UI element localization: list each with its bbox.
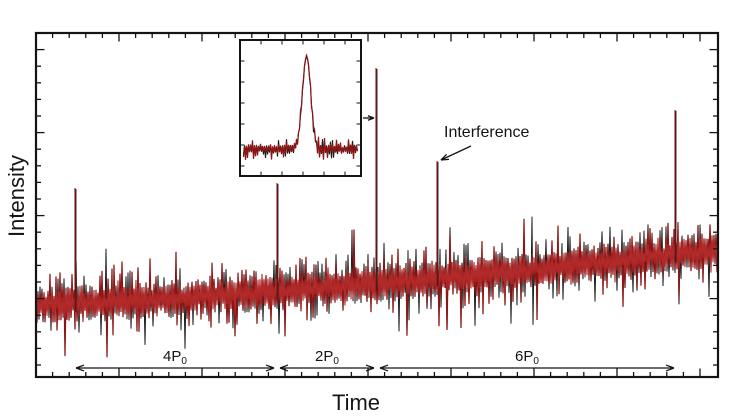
interval-label-subscript: 0 xyxy=(333,356,339,367)
interval-label-4p0: 4P0 xyxy=(163,348,187,367)
interval-label-2p0: 2P0 xyxy=(315,348,339,367)
signal-spikes xyxy=(74,68,677,312)
axis-ticks xyxy=(37,34,717,376)
y-axis-label: Intensity xyxy=(4,155,29,237)
x-axis-label: Time xyxy=(331,390,381,415)
interval-arrows xyxy=(75,364,675,372)
interval-label-text: 6P xyxy=(515,348,534,365)
interval-label-text: 4P xyxy=(163,348,182,365)
plot-border xyxy=(34,31,720,379)
inset-ticks xyxy=(241,41,360,175)
interval-label-text: 2P xyxy=(315,348,334,365)
interval-label-6p0: 6P0 xyxy=(515,348,539,367)
inset-pointer-arrow xyxy=(363,115,375,121)
inset-panel xyxy=(239,39,362,177)
interval-label-subscript: 0 xyxy=(533,356,539,367)
interference-arrow xyxy=(440,145,472,161)
interval-label-subscript: 0 xyxy=(181,356,187,367)
interference-annotation-label: Interference xyxy=(444,124,530,141)
